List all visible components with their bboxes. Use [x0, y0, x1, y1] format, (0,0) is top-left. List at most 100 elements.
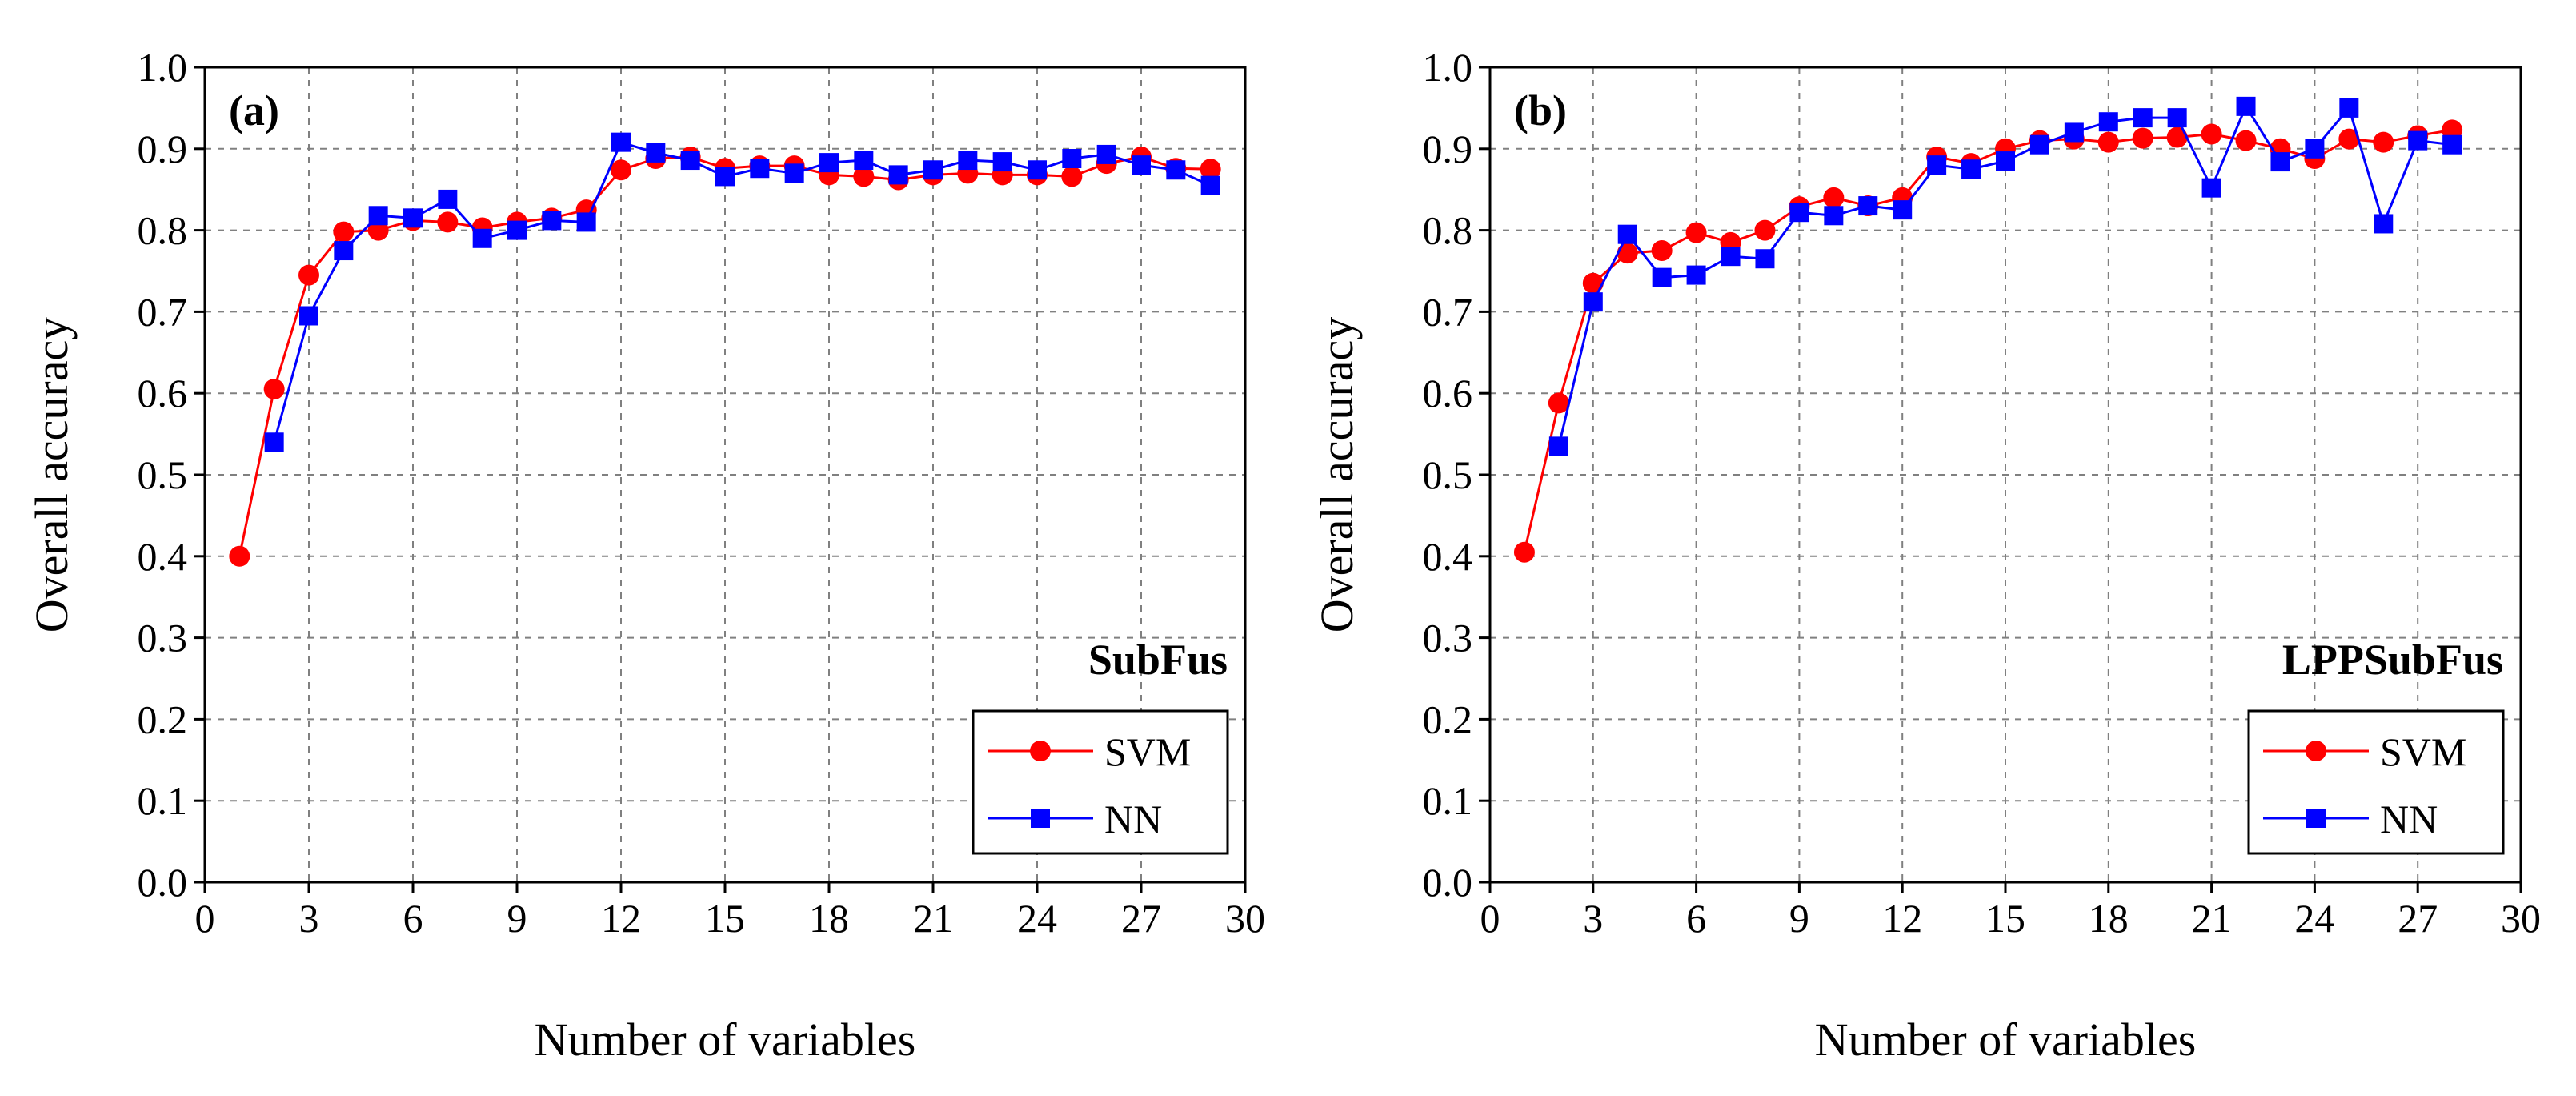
data-point-nn — [1028, 160, 1047, 180]
x-tick-label: 15 — [705, 896, 745, 941]
series-nn — [264, 132, 1220, 452]
data-point-svm — [2201, 123, 2222, 145]
y-tick-label: 0.3 — [1423, 616, 1473, 660]
data-point-nn — [576, 212, 596, 232]
x-tick-label: 27 — [2398, 896, 2438, 941]
data-point-nn — [819, 153, 839, 173]
data-point-nn — [888, 165, 908, 185]
data-point-nn — [992, 152, 1012, 172]
legend-label-nn: NN — [1104, 797, 1162, 841]
data-point-nn — [784, 163, 804, 183]
data-point-svm — [853, 166, 875, 187]
x-axis-label: Number of variables — [1815, 1014, 2197, 1066]
data-point-nn — [2133, 108, 2153, 128]
x-tick-label: 15 — [1985, 896, 2025, 941]
data-point-nn — [958, 151, 978, 171]
y-tick-label: 0.1 — [138, 778, 188, 823]
chart-panel-a: 0 3 6 9 12 15 18 21 24 27 300.00.10.20.30.40.50.60… — [26, 45, 1265, 1066]
x-tick-label: 27 — [1121, 896, 1161, 941]
data-point-nn — [2374, 214, 2394, 234]
y-tick-label: 0.1 — [1423, 778, 1473, 823]
data-point-nn — [334, 241, 354, 261]
data-point-nn — [923, 160, 943, 180]
y-axis-label: Overall accuracy — [1311, 317, 1363, 632]
x-tick-label: 3 — [299, 896, 319, 941]
panel-label: (b) — [1514, 86, 1567, 134]
data-point-nn — [1755, 249, 1775, 269]
data-point-nn — [368, 206, 388, 226]
series-line-nn — [273, 140, 1212, 443]
data-point-nn — [1824, 206, 1844, 226]
y-tick-label: 0.3 — [138, 616, 188, 660]
legend-marker-svm — [1030, 741, 1051, 761]
data-point-nn — [2339, 98, 2359, 118]
data-point-nn — [472, 228, 492, 248]
data-point-nn — [1996, 151, 2015, 171]
data-point-svm — [1651, 240, 1673, 262]
data-point-nn — [1617, 224, 1637, 244]
x-tick-label: 30 — [1225, 896, 1265, 941]
data-point-nn — [2236, 96, 2256, 116]
data-point-svm — [229, 545, 250, 567]
data-point-nn — [1096, 144, 1116, 164]
series-svm — [1513, 119, 2463, 563]
legend-marker-nn — [2306, 809, 2326, 828]
data-point-svm — [437, 211, 459, 233]
y-tick-label: 0.2 — [138, 697, 188, 741]
data-point-svm — [1823, 187, 1845, 208]
x-tick-label: 3 — [1583, 896, 1603, 941]
data-point-nn — [646, 143, 666, 163]
legend-label-nn: NN — [2380, 797, 2438, 841]
data-point-nn — [2201, 178, 2221, 198]
x-axis-label: Number of variables — [535, 1014, 916, 1066]
y-tick-label: 0.0 — [1423, 860, 1473, 905]
data-point-nn — [1062, 149, 1082, 169]
data-point-nn — [1927, 155, 1947, 175]
x-tick-label: 18 — [2089, 896, 2129, 941]
series-line-svm — [1523, 128, 2453, 553]
y-axis-label: Overall accuracy — [26, 317, 78, 632]
legend-marker-svm — [2306, 741, 2326, 761]
data-point-svm — [1548, 392, 1569, 414]
data-point-nn — [2442, 134, 2462, 155]
data-point-nn — [542, 211, 562, 231]
data-point-svm — [1685, 222, 1707, 243]
data-point-svm — [263, 379, 285, 400]
data-point-svm — [2373, 131, 2394, 153]
data-point-svm — [1200, 159, 1221, 180]
series-nn — [1548, 96, 2462, 456]
x-tick-label: 12 — [1882, 896, 1922, 941]
x-tick-label: 6 — [1686, 896, 1706, 941]
x-axis: 0 3 6 9 12 15 18 21 24 27 30 — [1480, 882, 2541, 941]
y-tick-label: 0.7 — [1423, 289, 1473, 334]
data-point-nn — [1961, 159, 1981, 179]
data-point-nn — [1721, 247, 1741, 267]
data-point-nn — [507, 220, 527, 240]
data-point-nn — [2029, 134, 2049, 155]
data-point-nn — [1200, 175, 1220, 195]
x-tick-label: 0 — [1480, 896, 1500, 941]
panel-label: (a) — [229, 86, 279, 134]
data-point-nn — [1548, 436, 1568, 456]
data-point-svm — [2166, 126, 2188, 148]
data-point-nn — [2064, 122, 2084, 143]
x-tick-label: 21 — [913, 896, 953, 941]
data-point-nn — [2270, 152, 2290, 172]
data-point-nn — [2408, 130, 2428, 151]
data-point-nn — [299, 306, 318, 326]
data-point-nn — [1686, 265, 1706, 285]
x-tick-label: 24 — [1017, 896, 1057, 941]
chart-panel-b: 0 3 6 9 12 15 18 21 24 27 300.00.10.20.30.40.50.60… — [1311, 45, 2541, 1066]
legend-marker-nn — [1031, 809, 1050, 828]
legend-box — [972, 709, 1229, 855]
data-point-nn — [854, 151, 874, 171]
x-tick-label: 9 — [507, 896, 527, 941]
x-tick-label: 24 — [2294, 896, 2334, 941]
x-tick-label: 6 — [403, 896, 423, 941]
legend-box — [2247, 709, 2505, 855]
data-point-svm — [333, 221, 355, 243]
data-point-svm — [1754, 219, 1776, 241]
data-point-nn — [264, 432, 284, 452]
data-point-svm — [2097, 131, 2119, 153]
data-point-svm — [1513, 541, 1535, 563]
